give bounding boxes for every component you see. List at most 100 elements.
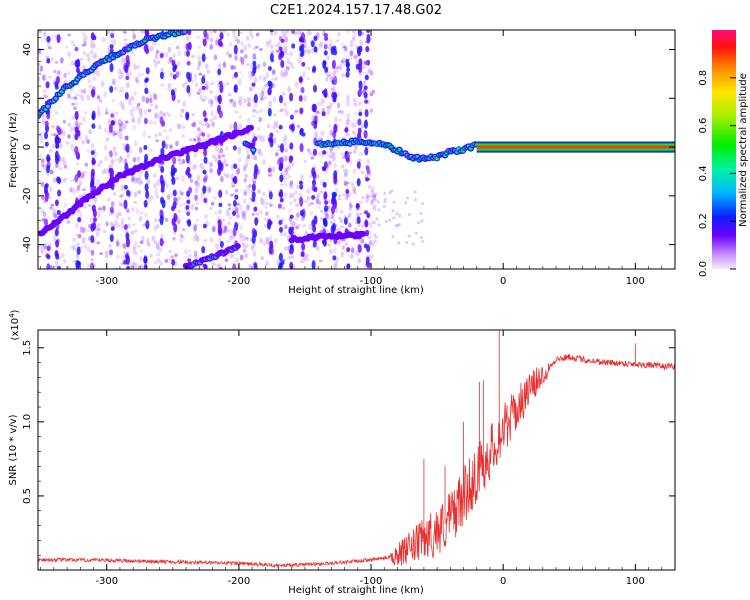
y-tick-label: 40 [22, 43, 33, 56]
streak-blob [358, 111, 363, 117]
noise-speck [67, 134, 71, 139]
noise-speck [280, 183, 284, 187]
streak-blob [332, 255, 337, 261]
streak-blob [160, 166, 165, 173]
noise-speck [165, 111, 169, 115]
streak-blob [345, 58, 350, 65]
noise-speck [352, 32, 357, 38]
noise-speck [120, 184, 125, 190]
streak-blob [269, 30, 274, 33]
noise-speck [308, 31, 313, 35]
x-tick-label: 100 [626, 576, 645, 587]
streak-blob [173, 197, 178, 202]
noise-speck [369, 92, 374, 97]
streak-blob [333, 174, 338, 184]
streak-blob [358, 88, 363, 96]
noise-speck [243, 97, 247, 104]
noise-speck [205, 121, 209, 127]
noise-speck [246, 154, 251, 159]
noise-speck [137, 73, 142, 77]
streak-blob [201, 246, 206, 254]
streak-blob [75, 259, 80, 269]
streak-blob [74, 126, 79, 134]
noise-speck [244, 162, 249, 169]
noise-speck [240, 57, 245, 65]
noise-speck [48, 242, 52, 247]
noise-speck [247, 43, 251, 47]
noise-speck [320, 99, 325, 103]
noise-speck [177, 49, 181, 57]
noise-speck [156, 60, 161, 65]
noise-speck [139, 30, 144, 34]
noise-speck [244, 173, 248, 179]
noise-speck [201, 123, 206, 126]
noise-speck [172, 231, 177, 236]
noise-speck [414, 198, 418, 202]
noise-speck [293, 198, 297, 203]
noise-speck [404, 201, 408, 205]
snr-y-multiplier: (x104) [8, 309, 21, 340]
noise-speck [284, 182, 288, 187]
noise-speck [377, 223, 381, 227]
noise-speck [283, 101, 287, 107]
noise-speck [240, 41, 244, 47]
noise-speck [289, 180, 294, 186]
noise-speck [260, 256, 264, 261]
streak-blob [290, 123, 295, 132]
streak-blob [322, 59, 327, 70]
streak-blob [202, 38, 207, 47]
noise-speck [50, 203, 55, 207]
ridge-core [251, 148, 256, 152]
noise-speck [207, 98, 212, 105]
noise-speck [192, 121, 197, 128]
streak-blob [186, 211, 191, 216]
noise-speck [153, 240, 158, 245]
noise-speck [374, 198, 378, 202]
noise-speck [228, 42, 233, 47]
streak-blob [269, 132, 274, 138]
noise-speck [283, 135, 288, 142]
noise-speck [117, 118, 122, 124]
noise-speck [175, 176, 180, 181]
noise-speck [388, 218, 392, 222]
noise-speck [358, 151, 363, 156]
y-tick-label: -20 [22, 188, 33, 204]
noise-speck [375, 217, 379, 221]
noise-speck [54, 260, 59, 264]
noise-speck [143, 108, 148, 116]
streak-blob [299, 36, 304, 43]
streak-blob [91, 123, 96, 129]
noise-speck [178, 124, 182, 127]
noise-speck [48, 186, 53, 192]
streak-blob [279, 162, 284, 169]
noise-speck [284, 224, 288, 230]
noise-speck [270, 50, 275, 54]
noise-speck [168, 257, 173, 261]
streak-blob [144, 87, 149, 95]
noise-speck [411, 242, 415, 246]
noise-speck [262, 61, 267, 68]
noise-speck [197, 45, 202, 49]
noise-speck [235, 207, 239, 214]
noise-speck [368, 235, 372, 239]
noise-speck [180, 192, 184, 196]
noise-speck [99, 252, 103, 256]
noise-speck [39, 65, 44, 72]
noise-speck [120, 74, 124, 79]
streak-blob [363, 119, 368, 129]
noise-speck [131, 207, 135, 212]
streak-blob [77, 170, 81, 178]
noise-speck [248, 184, 252, 188]
noise-speck [89, 50, 94, 55]
noise-speck [54, 111, 59, 116]
noise-speck [281, 72, 286, 78]
noise-speck [193, 73, 198, 80]
streak-blob [92, 159, 96, 165]
noise-speck [153, 261, 158, 264]
noise-speck [252, 156, 256, 160]
streak-blob [252, 67, 257, 74]
streak-blob [159, 238, 164, 247]
noise-speck [274, 76, 278, 81]
noise-speck [248, 70, 252, 77]
noise-speck [300, 174, 304, 181]
